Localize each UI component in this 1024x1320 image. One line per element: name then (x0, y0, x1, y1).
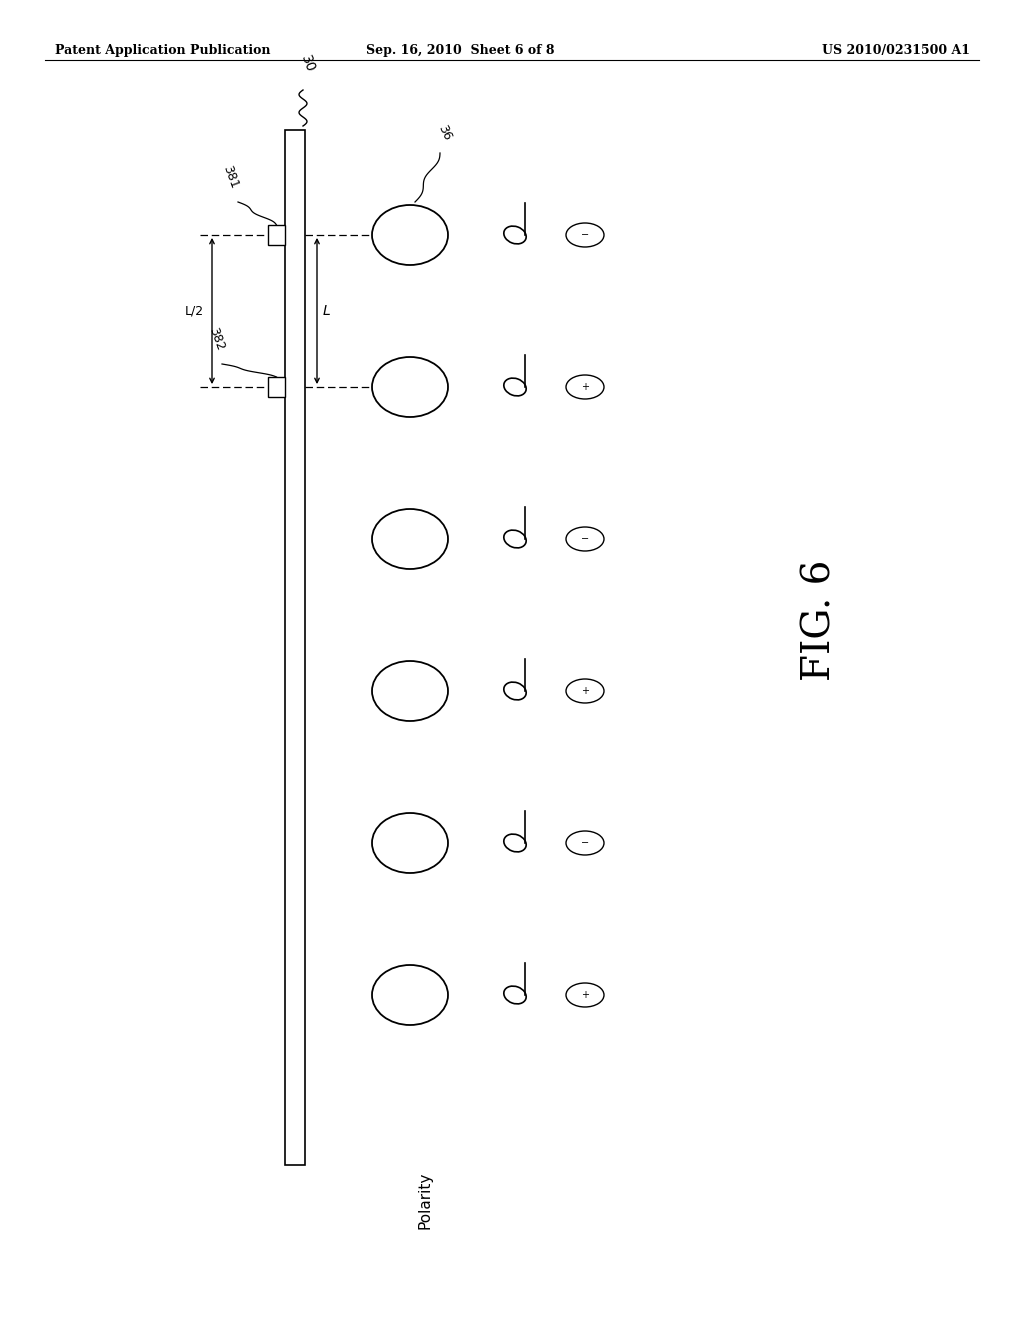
Text: −: − (581, 838, 589, 847)
Ellipse shape (566, 832, 604, 855)
Text: 36: 36 (436, 123, 455, 143)
Text: +: + (581, 686, 589, 696)
Text: Patent Application Publication: Patent Application Publication (55, 44, 270, 57)
Ellipse shape (566, 223, 604, 247)
Text: L: L (323, 304, 331, 318)
Text: FIG. 6: FIG. 6 (802, 560, 839, 681)
Bar (285, 129, 305, 1166)
Ellipse shape (566, 527, 604, 550)
Ellipse shape (504, 531, 526, 548)
Ellipse shape (504, 682, 526, 700)
Ellipse shape (566, 983, 604, 1007)
Ellipse shape (566, 375, 604, 399)
Ellipse shape (372, 510, 449, 569)
Text: 30: 30 (298, 53, 317, 75)
Ellipse shape (504, 378, 526, 396)
Ellipse shape (566, 678, 604, 704)
Bar (268, 378, 285, 397)
Text: +: + (581, 990, 589, 1001)
Bar (268, 224, 285, 246)
Ellipse shape (372, 965, 449, 1026)
Text: US 2010/0231500 A1: US 2010/0231500 A1 (822, 44, 970, 57)
Text: L/2: L/2 (185, 305, 204, 318)
Ellipse shape (372, 356, 449, 417)
Text: −: − (581, 230, 589, 240)
Ellipse shape (372, 661, 449, 721)
Text: 382: 382 (206, 325, 226, 352)
Text: 381: 381 (220, 164, 241, 190)
Text: +: + (581, 381, 589, 392)
Ellipse shape (504, 226, 526, 244)
Ellipse shape (372, 813, 449, 873)
Ellipse shape (504, 986, 526, 1005)
Text: −: − (581, 535, 589, 544)
Text: Sep. 16, 2010  Sheet 6 of 8: Sep. 16, 2010 Sheet 6 of 8 (366, 44, 554, 57)
Text: Polarity: Polarity (418, 1171, 432, 1229)
Ellipse shape (504, 834, 526, 851)
Ellipse shape (372, 205, 449, 265)
